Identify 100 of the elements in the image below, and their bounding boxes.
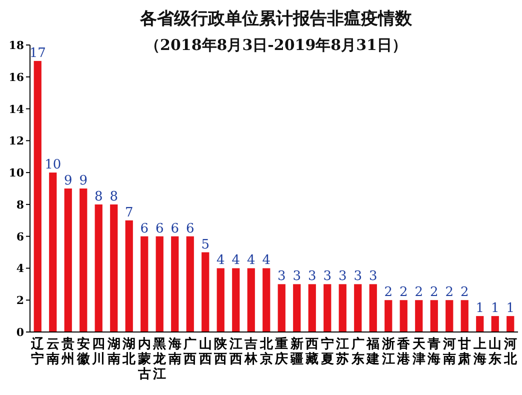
data-label: 2	[460, 285, 469, 300]
x-tick-label: 山东	[488, 337, 502, 367]
bar	[460, 300, 468, 332]
bar	[140, 236, 148, 332]
x-tick-label: 新疆	[289, 336, 304, 367]
x-tick-label: 上海	[472, 337, 486, 367]
bar	[125, 220, 133, 332]
x-tick-label: 安徽	[76, 336, 91, 367]
bar	[308, 284, 316, 332]
bar	[506, 316, 514, 332]
x-tick-label: 宁夏	[320, 336, 334, 367]
data-label: 6	[186, 221, 194, 236]
x-tick-label: 西藏	[304, 337, 319, 367]
data-label: 5	[201, 237, 210, 252]
y-tick-label: 18	[8, 39, 24, 52]
x-tick-label: 吉林	[244, 337, 259, 367]
x-tick-label: 陕西	[213, 337, 228, 367]
bar	[80, 188, 88, 332]
data-label: 8	[110, 189, 118, 204]
data-label: 2	[399, 285, 408, 300]
x-tick-label: 云南	[45, 337, 60, 367]
x-tick-label: 黑龙江	[152, 337, 168, 382]
data-label: 9	[79, 174, 88, 188]
bar	[384, 300, 392, 332]
data-label: 6	[140, 221, 149, 236]
x-tick-label: 重庆	[274, 336, 288, 367]
bar	[354, 284, 362, 332]
data-label: 9	[64, 174, 72, 188]
x-tick-label: 湖南	[106, 337, 120, 367]
data-label: 6	[155, 221, 164, 236]
y-tick-label: 8	[16, 198, 24, 212]
data-label: 2	[414, 285, 424, 300]
y-tick-label: 16	[8, 70, 24, 84]
bar	[216, 268, 224, 332]
y-tick-label: 12	[8, 134, 24, 148]
x-tick-label: 福建	[366, 336, 380, 367]
bar	[49, 172, 57, 332]
x-tick-label: 四川	[91, 337, 106, 367]
x-tick-label: 贵州	[60, 336, 75, 367]
x-tick-label: 北京	[258, 337, 274, 367]
bar	[247, 268, 255, 332]
data-label: 2	[384, 285, 393, 300]
bar	[156, 236, 164, 332]
y-tick-label: 10	[8, 166, 24, 180]
x-tick-label: 广东	[350, 336, 364, 367]
data-label: 3	[277, 269, 286, 284]
bar	[186, 236, 194, 332]
y-tick-label: 14	[8, 102, 24, 116]
bar	[491, 316, 499, 332]
bar	[171, 236, 179, 332]
data-label: 3	[323, 269, 332, 284]
chart-title: 各省级行政单位累计报告非瘟疫情数	[139, 9, 413, 29]
data-label: 10	[44, 158, 62, 173]
x-tick-label: 内蒙古	[136, 337, 151, 382]
data-label: 2	[430, 285, 438, 300]
x-tick-label: 天津	[411, 337, 426, 367]
bar	[338, 284, 346, 332]
x-tick-label: 湖北	[122, 337, 137, 367]
data-label: 3	[368, 269, 378, 284]
y-tick-label: 0	[16, 326, 24, 339]
data-label: 3	[308, 269, 316, 284]
bar	[202, 252, 210, 332]
bar	[110, 204, 118, 332]
x-tick-label: 浙江	[380, 337, 395, 367]
data-label: 4	[232, 253, 240, 268]
bar	[430, 300, 438, 332]
bar	[415, 300, 423, 332]
bar	[232, 268, 240, 332]
bar	[324, 284, 332, 332]
x-tick-label: 河南	[442, 337, 456, 367]
data-label: 4	[246, 253, 256, 268]
bar	[94, 204, 102, 332]
x-tick-label: 海南	[167, 337, 182, 367]
bar	[293, 284, 301, 332]
x-tick-label: 河北	[502, 337, 518, 367]
y-tick-label: 4	[16, 262, 24, 276]
y-tick-label: 2	[16, 294, 24, 308]
data-label: 8	[94, 189, 103, 204]
x-tick-label: 江西	[228, 337, 242, 367]
x-tick-label: 江苏	[335, 337, 350, 367]
data-label: 1	[506, 301, 515, 316]
data-label: 17	[29, 46, 46, 61]
bar	[64, 188, 72, 332]
x-tick-label: 辽宁	[30, 337, 46, 367]
data-label: 1	[476, 301, 484, 316]
data-label: 4	[216, 253, 225, 268]
x-tick-label: 青海	[426, 337, 441, 367]
bar	[369, 284, 377, 332]
y-tick-label: 6	[16, 230, 24, 244]
data-label: 3	[338, 269, 347, 284]
data-label: 6	[170, 221, 180, 236]
data-label: 7	[124, 205, 134, 220]
bar	[278, 284, 286, 332]
data-label: 3	[292, 269, 302, 284]
bar	[262, 268, 270, 332]
data-label: 3	[354, 269, 362, 284]
chart-subtitle: （2018年8月3日-2019年8月31日）	[145, 36, 407, 54]
bar	[476, 316, 484, 332]
bar	[446, 300, 454, 332]
data-label: 2	[445, 285, 454, 300]
